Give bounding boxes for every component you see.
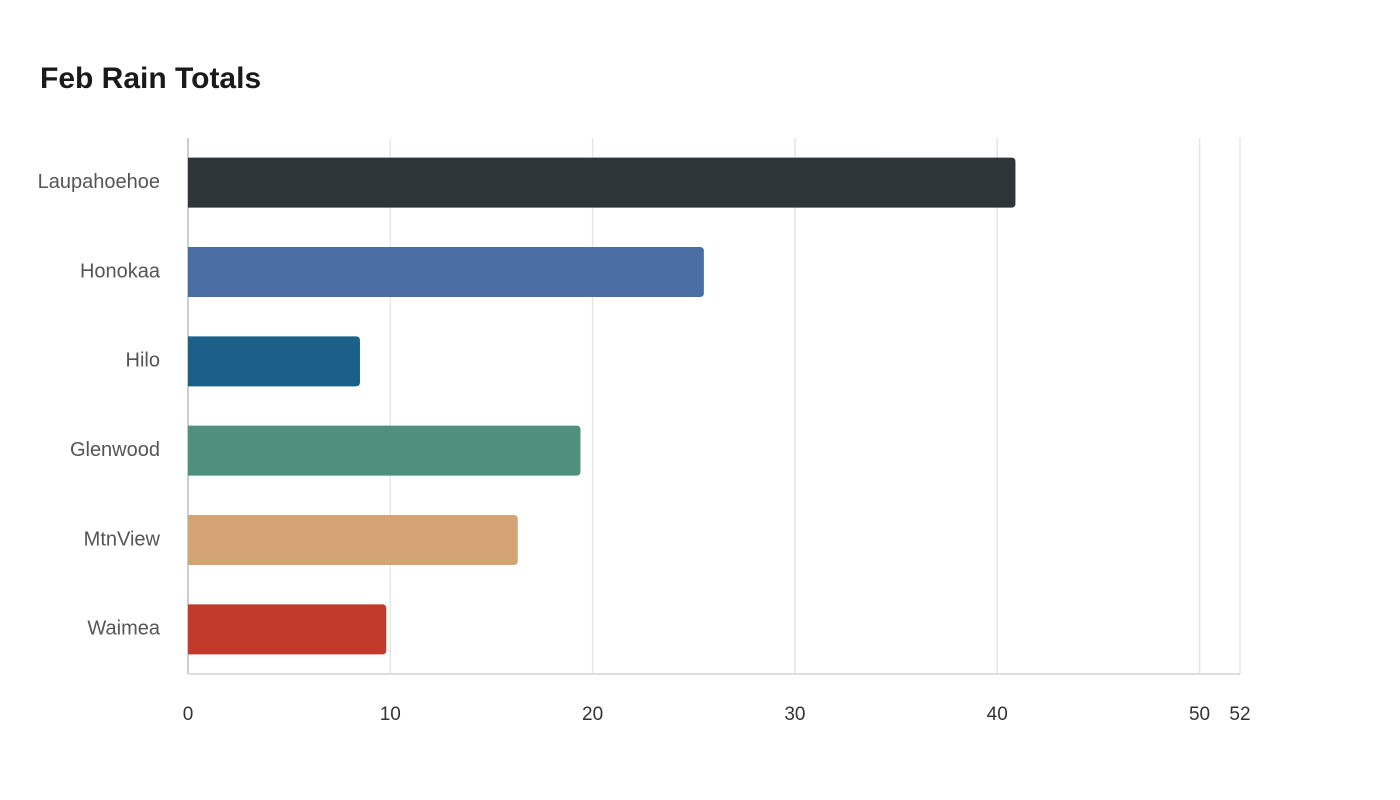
y-tick-label: Glenwood [70, 439, 160, 461]
x-tick-label: 30 [784, 704, 805, 725]
x-tick-label: 52 [1229, 704, 1250, 725]
x-tick-label: 50 [1189, 704, 1210, 725]
bar [188, 604, 387, 655]
bar [188, 157, 1016, 208]
y-tick-label: Honokaa [80, 260, 161, 282]
bar [188, 425, 581, 476]
y-tick-label: Hilo [126, 350, 160, 372]
bar [188, 336, 360, 387]
x-tick-label: 40 [987, 704, 1008, 725]
bar [188, 515, 518, 565]
bar [188, 247, 704, 297]
x-tick-label: 10 [380, 704, 401, 725]
x-tick-label: 20 [582, 704, 603, 725]
y-tick-label: Laupahoehoe [38, 171, 160, 193]
y-tick-label: MtnView [84, 528, 161, 550]
chart-title: Feb Rain Totals [40, 62, 261, 95]
y-tick-label: Waimea [87, 618, 160, 640]
x-tick-label: 0 [183, 704, 194, 725]
